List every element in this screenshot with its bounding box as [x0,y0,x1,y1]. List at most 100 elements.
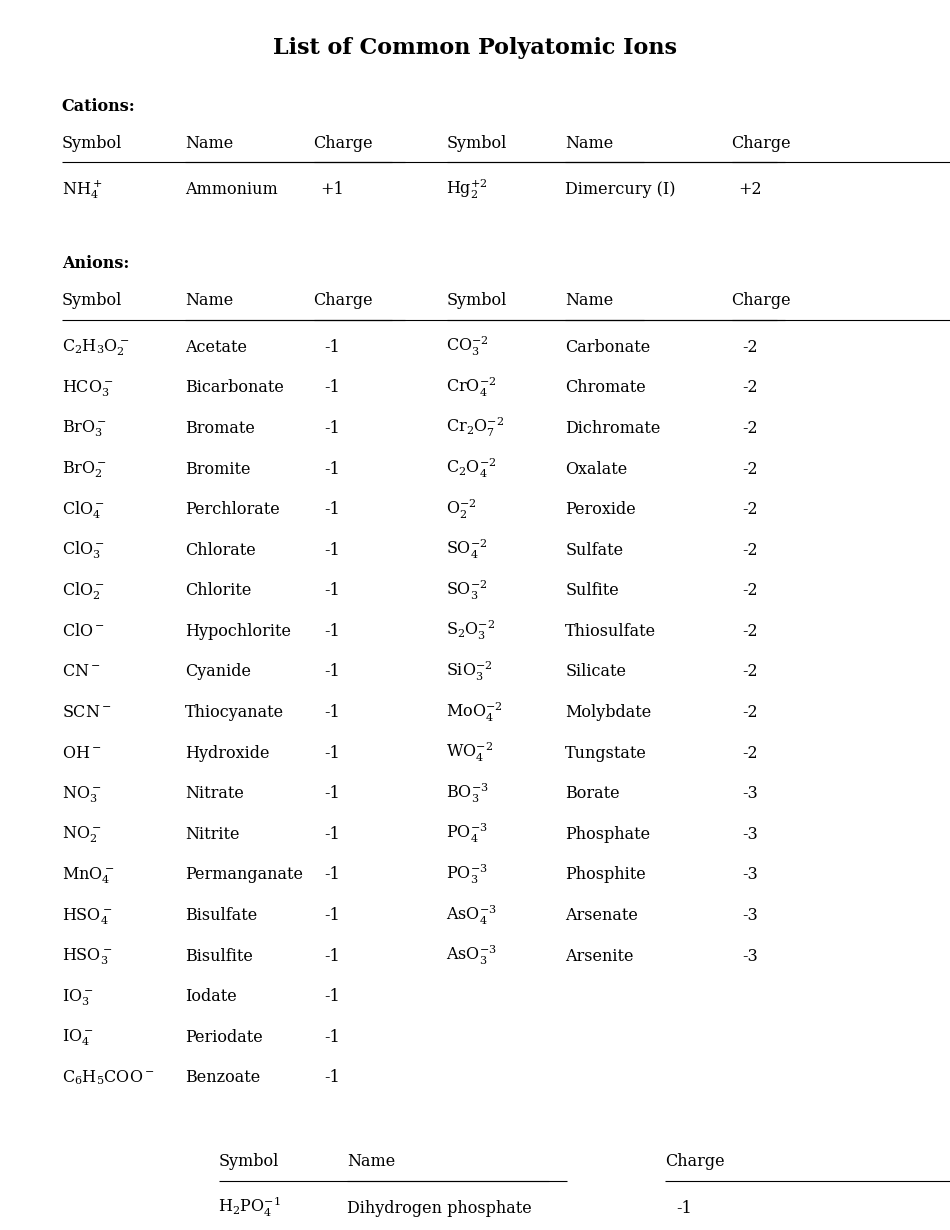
Text: C$_2$H$_3$O$_2^-$: C$_2$H$_3$O$_2^-$ [62,338,129,358]
Text: Permanganate: Permanganate [185,866,303,883]
Text: -1: -1 [325,744,340,761]
Text: Charge: Charge [665,1153,725,1170]
Text: CN$^-$: CN$^-$ [62,663,101,680]
Text: Arsenate: Arsenate [565,907,638,924]
Text: OH$^-$: OH$^-$ [62,744,102,761]
Text: Carbonate: Carbonate [565,338,651,355]
Text: -3: -3 [743,947,758,964]
Text: Charge: Charge [314,134,373,151]
Text: NO$_2^-$: NO$_2^-$ [62,825,102,845]
Text: -3: -3 [743,907,758,924]
Text: -1: -1 [325,907,340,924]
Text: BrO$_2^-$: BrO$_2^-$ [62,460,106,480]
Text: Ammonium: Ammonium [185,181,278,198]
Text: -1: -1 [325,1069,340,1086]
Text: Symbol: Symbol [62,134,123,151]
Text: Benzoate: Benzoate [185,1069,260,1086]
Text: Cr$_2$O$_7^{-2}$: Cr$_2$O$_7^{-2}$ [446,416,504,439]
Text: Charge: Charge [732,292,791,309]
Text: Acetate: Acetate [185,338,247,355]
Text: -2: -2 [743,501,758,518]
Text: Name: Name [185,134,234,151]
Text: +2: +2 [739,181,762,198]
Text: Phosphate: Phosphate [565,825,651,843]
Text: AsO$_3^{-3}$: AsO$_3^{-3}$ [446,943,497,967]
Text: H$_2$PO$_4^{-1}$: H$_2$PO$_4^{-1}$ [218,1196,281,1219]
Text: -1: -1 [325,988,340,1005]
Text: Borate: Borate [565,785,619,802]
Text: Phosphite: Phosphite [565,866,646,883]
Text: S$_2$O$_3^{-2}$: S$_2$O$_3^{-2}$ [446,619,496,642]
Text: IO$_3^-$: IO$_3^-$ [62,988,94,1007]
Text: MoO$_4^{-2}$: MoO$_4^{-2}$ [446,700,504,723]
Text: ClO$_3^-$: ClO$_3^-$ [62,540,104,561]
Text: -1: -1 [325,663,340,680]
Text: PO$_4^{-3}$: PO$_4^{-3}$ [446,822,488,845]
Text: Oxalate: Oxalate [565,460,628,477]
Text: Symbol: Symbol [446,292,507,309]
Text: Thiocyanate: Thiocyanate [185,704,284,721]
Text: Cyanide: Cyanide [185,663,251,680]
Text: Name: Name [565,134,614,151]
Text: MnO$_4^-$: MnO$_4^-$ [62,866,114,886]
Text: BrO$_3^-$: BrO$_3^-$ [62,419,106,439]
Text: C$_2$O$_4^{-2}$: C$_2$O$_4^{-2}$ [446,456,497,480]
Text: Symbol: Symbol [218,1153,279,1170]
Text: -1: -1 [325,947,340,964]
Text: NO$_3^-$: NO$_3^-$ [62,785,102,804]
Text: Charge: Charge [314,292,373,309]
Text: Thiosulfate: Thiosulfate [565,622,656,640]
Text: Bromite: Bromite [185,460,251,477]
Text: Iodate: Iodate [185,988,237,1005]
Text: -2: -2 [743,744,758,761]
Text: -2: -2 [743,338,758,355]
Text: WO$_4^{-2}$: WO$_4^{-2}$ [446,740,494,764]
Text: Sulfite: Sulfite [565,582,619,599]
Text: -1: -1 [325,704,340,721]
Text: List of Common Polyatomic Ions: List of Common Polyatomic Ions [273,37,677,59]
Text: Chlorite: Chlorite [185,582,252,599]
Text: -2: -2 [743,663,758,680]
Text: Hydroxide: Hydroxide [185,744,270,761]
Text: -2: -2 [743,704,758,721]
Text: Chlorate: Chlorate [185,541,256,558]
Text: Arsenite: Arsenite [565,947,634,964]
Text: Dihydrogen phosphate: Dihydrogen phosphate [347,1199,531,1216]
Text: -1: -1 [325,622,340,640]
Text: -3: -3 [743,825,758,843]
Text: O$_2^{-2}$: O$_2^{-2}$ [446,497,477,520]
Text: PO$_3^{-3}$: PO$_3^{-3}$ [446,862,488,886]
Text: -1: -1 [325,379,340,396]
Text: AsO$_4^{-3}$: AsO$_4^{-3}$ [446,903,497,926]
Text: -1: -1 [325,582,340,599]
Text: Symbol: Symbol [446,134,507,151]
Text: Molybdate: Molybdate [565,704,652,721]
Text: -2: -2 [743,541,758,558]
Text: -2: -2 [743,460,758,477]
Text: Name: Name [347,1153,395,1170]
Text: -3: -3 [743,866,758,883]
Text: SiO$_3^{-2}$: SiO$_3^{-2}$ [446,659,493,683]
Text: +1: +1 [321,181,345,198]
Text: CO$_3^{-2}$: CO$_3^{-2}$ [446,335,489,358]
Text: -1: -1 [325,825,340,843]
Text: Hypochlorite: Hypochlorite [185,622,292,640]
Text: -1: -1 [325,541,340,558]
Text: Silicate: Silicate [565,663,626,680]
Text: SO$_4^{-2}$: SO$_4^{-2}$ [446,538,488,561]
Text: Anions:: Anions: [62,255,129,272]
Text: Bicarbonate: Bicarbonate [185,379,284,396]
Text: -1: -1 [325,460,340,477]
Text: Tungstate: Tungstate [565,744,647,761]
Text: Nitrate: Nitrate [185,785,244,802]
Text: -2: -2 [743,622,758,640]
Text: Chromate: Chromate [565,379,646,396]
Text: -1: -1 [325,866,340,883]
Text: -2: -2 [743,379,758,396]
Text: Periodate: Periodate [185,1028,263,1046]
Text: ClO$_2^-$: ClO$_2^-$ [62,581,104,601]
Text: Nitrite: Nitrite [185,825,239,843]
Text: BO$_3^{-3}$: BO$_3^{-3}$ [446,781,489,804]
Text: HSO$_3^-$: HSO$_3^-$ [62,947,112,967]
Text: -1: -1 [676,1199,692,1216]
